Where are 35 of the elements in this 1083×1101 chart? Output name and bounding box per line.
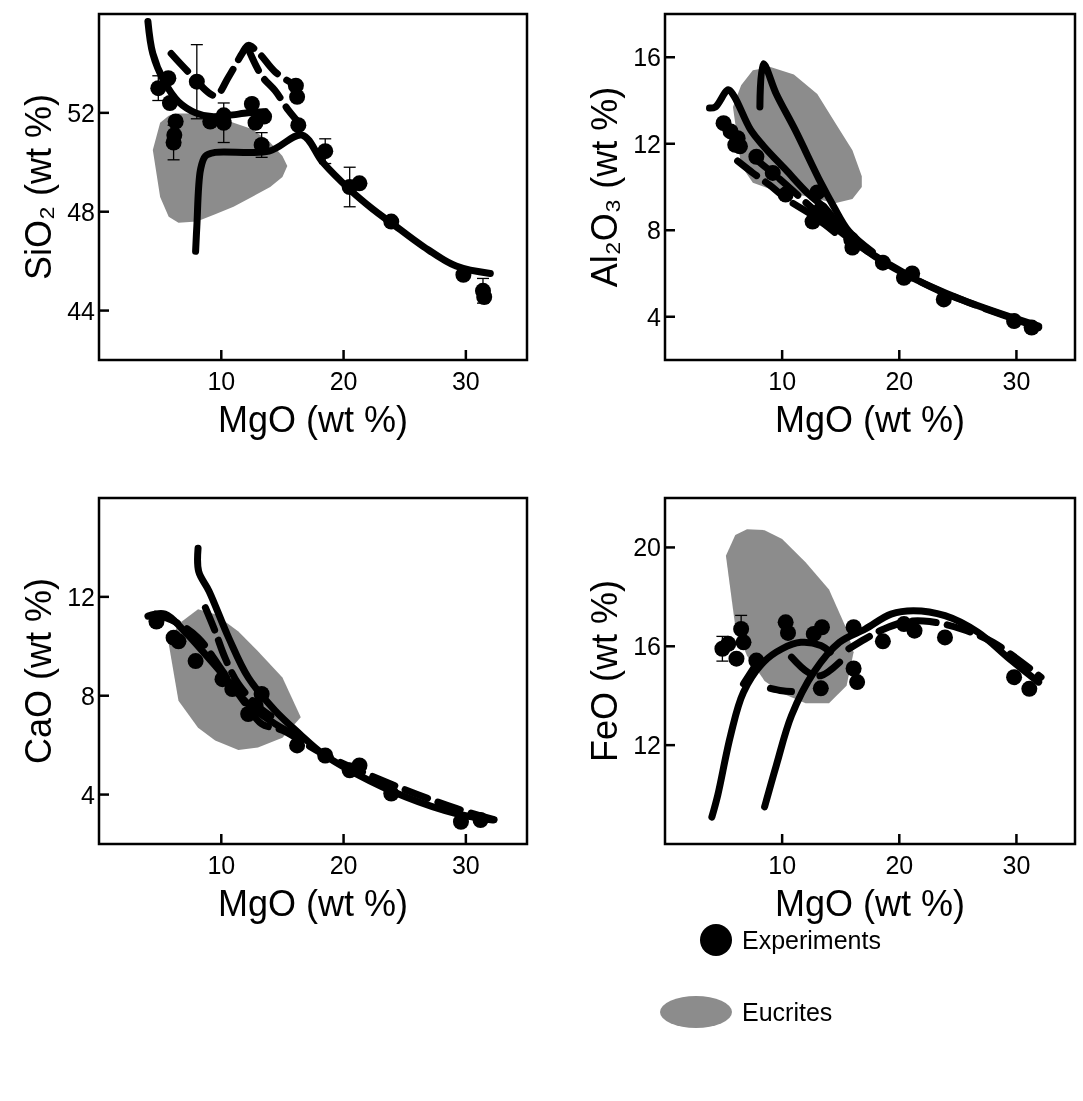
x-tick-label: 30 — [1002, 851, 1031, 879]
x-axis-title: MgO (wt %) — [774, 883, 966, 924]
x-tick-label: 30 — [451, 851, 480, 879]
x-tick-label: 20 — [329, 851, 358, 879]
y-axis-title: Al₂O₃ (wt %) — [584, 86, 625, 288]
y-axis-title: CaO (wt %) — [18, 577, 59, 765]
y-tick-label: 44 — [67, 296, 96, 325]
y-tick-label: 16 — [633, 632, 661, 661]
x-axis-title: MgO (wt %) — [217, 883, 409, 924]
x-tick-label: 30 — [451, 367, 480, 395]
x-tick-label: 10 — [768, 367, 797, 395]
y-axis-title: SiO₂ (wt %) — [18, 94, 59, 280]
y-tick-label: 4 — [81, 780, 96, 809]
x-axis-title: MgO (wt %) — [217, 399, 409, 440]
x-tick-label: 30 — [1002, 367, 1031, 395]
y-tick-label: 48 — [67, 197, 95, 226]
x-tick-label: 20 — [329, 367, 358, 395]
y-tick-label: 8 — [647, 216, 661, 245]
y-tick-label: 12 — [67, 582, 95, 611]
x-tick-label: 10 — [768, 851, 797, 879]
x-tick-label: 10 — [207, 367, 236, 395]
x-axis-title: MgO (wt %) — [774, 399, 966, 440]
y-tick-label: 4 — [647, 302, 662, 331]
y-tick-label: 12 — [633, 731, 661, 760]
x-tick-label: 20 — [885, 367, 914, 395]
y-tick-label: 16 — [633, 43, 661, 72]
y-axis-title: FeO (wt %) — [584, 579, 625, 763]
y-tick-label: 12 — [633, 129, 661, 158]
x-tick-label: 10 — [207, 851, 236, 879]
y-tick-label: 8 — [81, 681, 95, 710]
x-tick-label: 20 — [885, 851, 914, 879]
y-tick-label: 20 — [633, 533, 661, 562]
legend-label: Eucrites — [742, 998, 833, 1026]
legend-label: Experiments — [742, 926, 881, 954]
y-tick-label: 52 — [67, 98, 95, 127]
